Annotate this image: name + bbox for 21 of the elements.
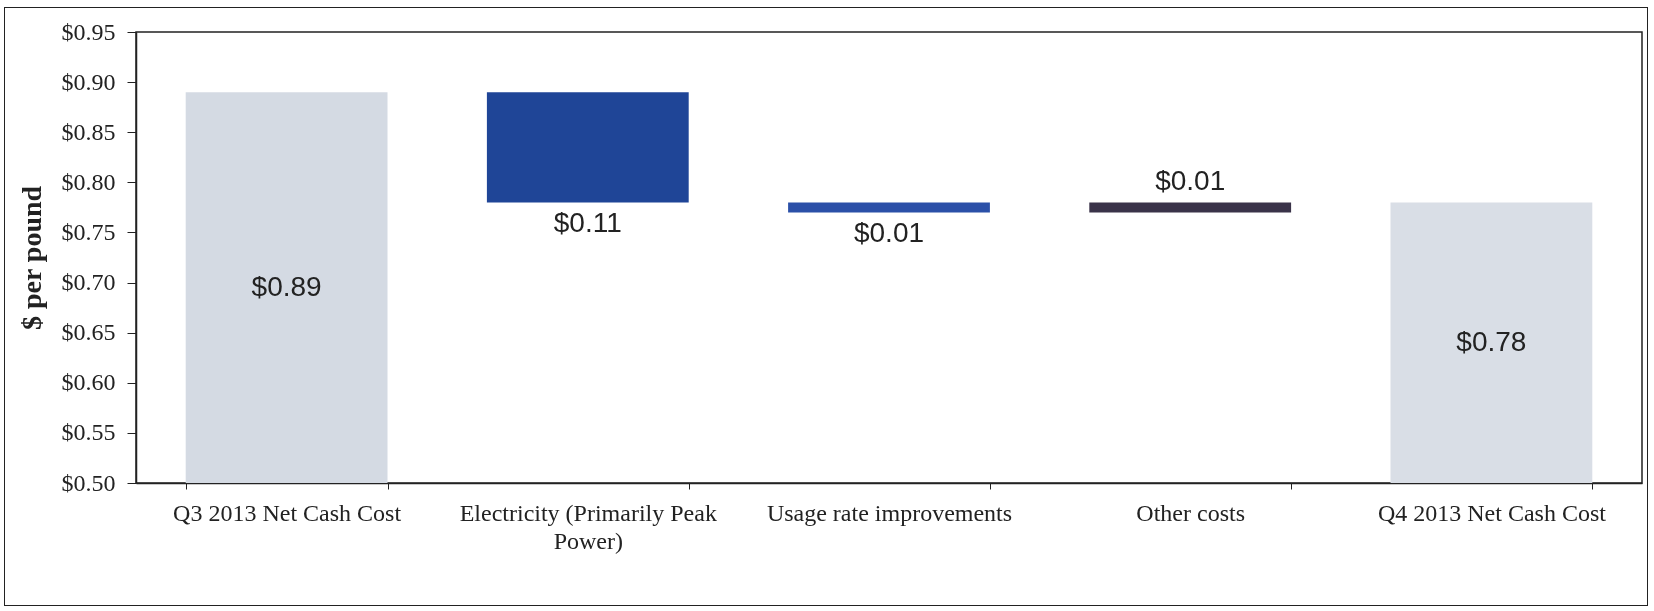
- y-tick-label: $0.55: [61, 419, 116, 446]
- y-tick-label: $0.65: [61, 319, 116, 346]
- y-tick-label: $0.80: [61, 168, 116, 195]
- x-tick-label: Usage rate improvements: [766, 499, 1013, 526]
- x-tick-label: Q4 2013 Net Cash Cost: [1377, 499, 1607, 526]
- y-tick-label: $0.85: [61, 118, 116, 145]
- y-tick-label: $0.90: [61, 68, 116, 95]
- data-label: $0.89: [251, 270, 322, 302]
- x-tick-label: Electricity (Primarily Peak Power): [459, 499, 717, 554]
- y-axis-title: $ per pound: [15, 185, 47, 331]
- data-label: $0.78: [1456, 325, 1527, 357]
- data-label: $0.01: [853, 217, 925, 249]
- x-tick-label: Q3 2013 Net Cash Cost: [173, 499, 402, 526]
- data-label: $0.11: [553, 207, 622, 239]
- data-label: $0.01: [1155, 165, 1226, 197]
- y-tick-label: $0.95: [61, 18, 116, 45]
- x-tick-label: Other costs: [1136, 499, 1246, 526]
- y-tick-label: $0.75: [61, 218, 116, 245]
- y-tick-label: $0.50: [61, 469, 116, 496]
- y-tick-label: $0.60: [61, 369, 116, 396]
- y-tick-label: $0.70: [61, 269, 116, 296]
